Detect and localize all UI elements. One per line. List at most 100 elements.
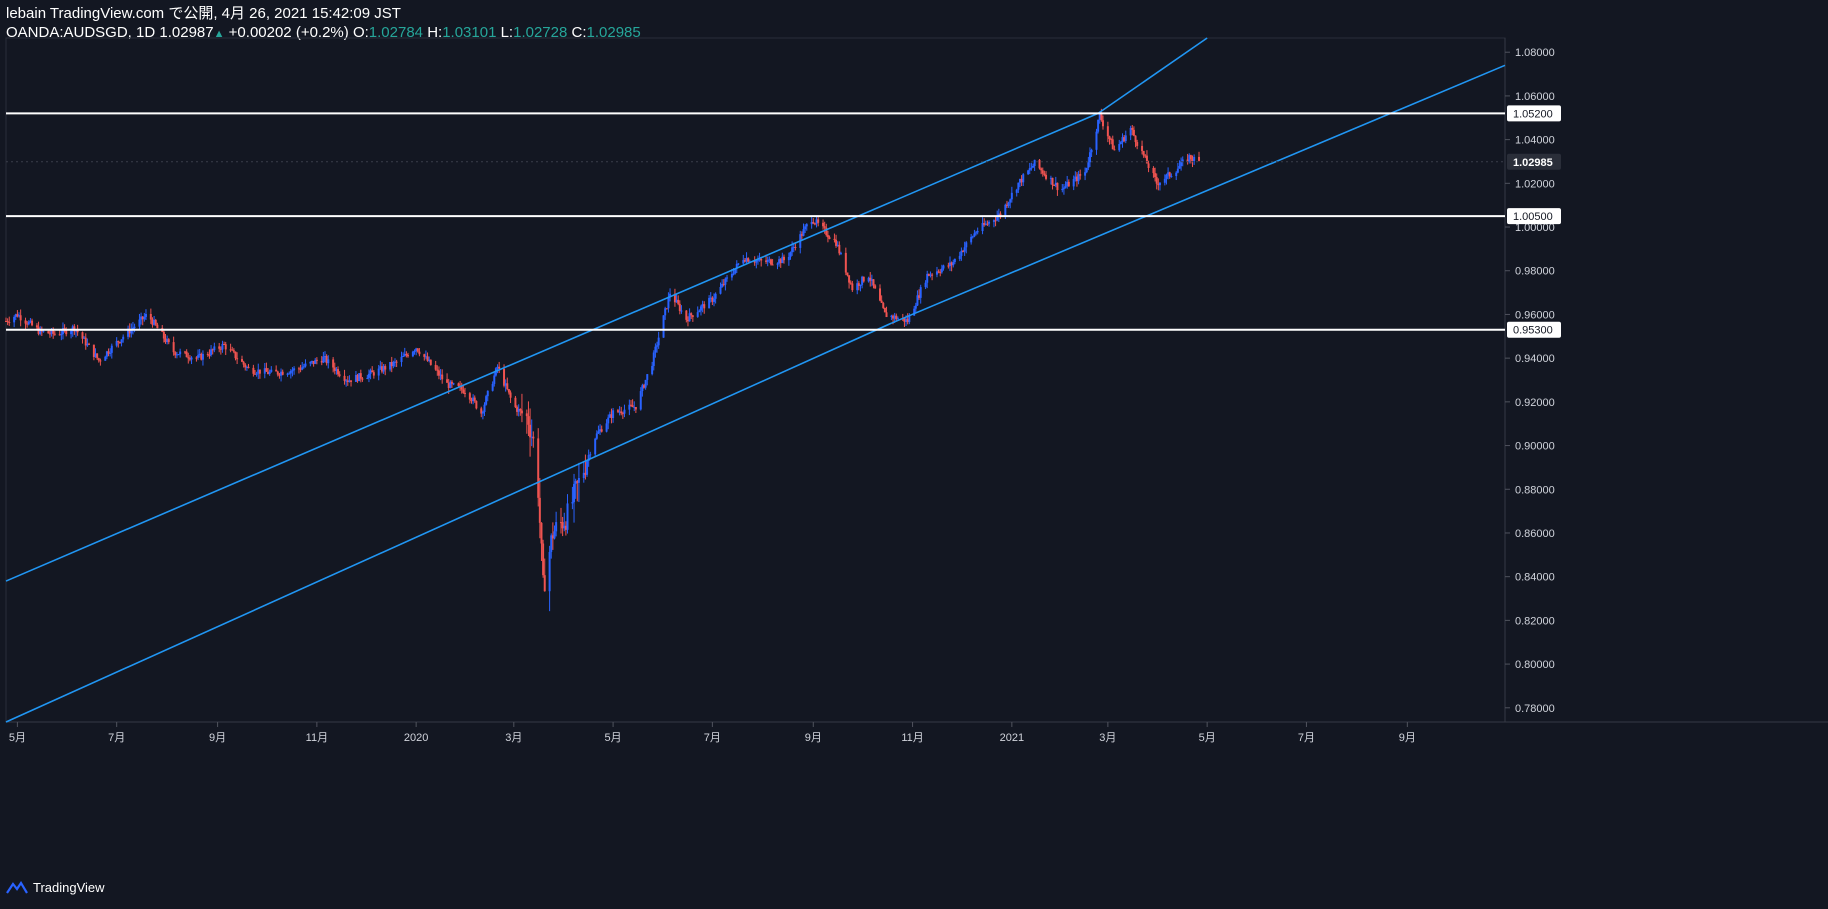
candle-body xyxy=(812,221,815,224)
candle-body xyxy=(835,239,838,246)
price-tick-label: 0.88000 xyxy=(1515,484,1555,496)
candle-body xyxy=(1015,189,1018,193)
candle-body xyxy=(1178,166,1181,169)
price-tick-label: 0.78000 xyxy=(1515,703,1555,715)
candle-body xyxy=(16,314,19,317)
candle-body xyxy=(1165,174,1168,179)
candle-body xyxy=(1198,156,1201,161)
symbol-interval[interactable]: OANDA:AUDSGD, 1D xyxy=(6,24,156,41)
candle-body xyxy=(411,351,414,357)
candle-body xyxy=(988,221,991,224)
candle-body xyxy=(616,410,619,412)
candle-body xyxy=(914,305,917,309)
candle-body xyxy=(402,355,405,357)
candle-body xyxy=(833,238,836,240)
candle-body xyxy=(231,349,234,351)
candle-body xyxy=(1022,174,1025,183)
candle-body xyxy=(711,297,714,302)
candle-body xyxy=(457,383,460,386)
candle-body xyxy=(195,357,198,359)
candle-body xyxy=(576,481,579,483)
candle-body xyxy=(107,351,110,354)
candle-body xyxy=(280,371,283,376)
candle-body xyxy=(1004,204,1007,216)
candle-body xyxy=(291,370,294,372)
candle-body xyxy=(1136,142,1139,146)
candle-body xyxy=(1007,202,1010,206)
candle-body xyxy=(743,260,746,262)
candle-body xyxy=(197,355,200,358)
candle-body xyxy=(963,247,966,252)
candle-body xyxy=(594,438,597,455)
candle-body xyxy=(74,330,77,332)
candle-body xyxy=(781,256,784,264)
candle-body xyxy=(496,366,499,369)
candle-body xyxy=(597,431,600,434)
candle-body xyxy=(302,366,305,368)
candle-body xyxy=(268,371,271,375)
candle-body xyxy=(680,310,683,312)
candle-body xyxy=(1157,183,1160,186)
candle-body xyxy=(584,472,587,475)
candle-body xyxy=(756,260,759,262)
candle-body xyxy=(224,344,227,350)
candle-body xyxy=(810,221,813,225)
candle-body xyxy=(610,414,613,419)
candle-body xyxy=(983,222,986,225)
candle-body xyxy=(468,393,471,400)
candle-body xyxy=(999,213,1002,216)
candle-body xyxy=(361,378,364,380)
candle-body xyxy=(153,319,156,325)
candle-body xyxy=(187,357,190,359)
candle-body xyxy=(407,355,410,357)
candles xyxy=(5,108,1201,612)
candle-body xyxy=(805,224,808,227)
candle-body xyxy=(848,275,851,283)
candle-body xyxy=(424,356,427,358)
candle-body xyxy=(418,351,421,355)
candle-body xyxy=(656,345,659,347)
candle-body xyxy=(1181,159,1184,162)
candle-body xyxy=(960,250,963,256)
candle-body xyxy=(1088,152,1091,163)
time-tick-label: 2020 xyxy=(404,732,428,744)
candle-body xyxy=(1010,192,1013,200)
candle-body xyxy=(84,337,87,346)
candle-body xyxy=(734,268,737,274)
candle-body xyxy=(908,315,911,323)
candle-body xyxy=(742,260,745,264)
candle-body xyxy=(503,368,506,386)
candle-body xyxy=(449,381,452,389)
candle-body xyxy=(600,429,603,432)
candle-body xyxy=(1189,155,1192,160)
candle-body xyxy=(540,522,543,544)
candle-body xyxy=(491,383,494,391)
candle-body xyxy=(104,356,107,361)
candle-body xyxy=(210,349,213,356)
tradingview-watermark[interactable]: TradingView xyxy=(6,880,105,895)
candle-body xyxy=(651,365,654,375)
candle-body xyxy=(971,236,974,238)
candle-body xyxy=(309,361,312,364)
candle-body xyxy=(804,226,807,230)
candle-body xyxy=(1170,176,1173,178)
candle-body xyxy=(481,411,484,414)
candle-body xyxy=(96,353,99,359)
candle-body xyxy=(232,350,235,352)
candle-body xyxy=(792,246,795,248)
candle-body xyxy=(962,250,965,252)
symbol-ohlc-row: OANDA:AUDSGD, 1D 1.02987▲ +0.00202 (+0.2… xyxy=(6,23,641,44)
candle-body xyxy=(643,385,646,388)
candle-body xyxy=(906,319,909,323)
current-price-label: 1.02985 xyxy=(1513,157,1553,169)
candle-body xyxy=(1077,174,1080,182)
candle-body xyxy=(1167,172,1170,175)
candle-body xyxy=(737,263,740,265)
candle-body xyxy=(1074,176,1077,180)
candle-body xyxy=(29,320,32,322)
candle-body xyxy=(678,303,681,312)
candle-body xyxy=(337,369,340,375)
candle-body xyxy=(782,256,785,261)
candle-body xyxy=(140,316,143,320)
